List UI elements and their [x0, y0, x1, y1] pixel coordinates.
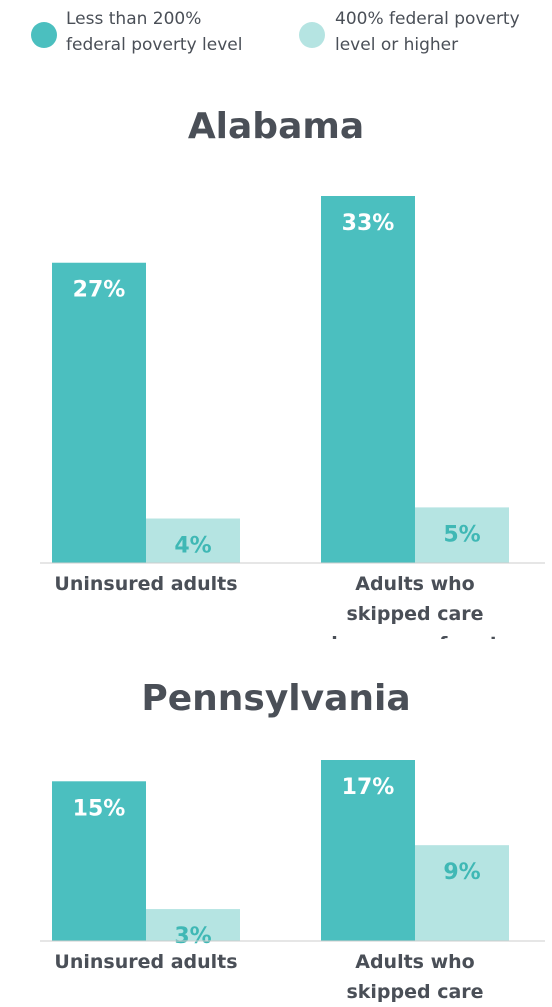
bar: [146, 909, 240, 941]
bar: [321, 760, 415, 941]
legend-label: 400% federal poverty level or higher: [335, 9, 520, 55]
chart-title: Pennsylvania: [141, 678, 410, 719]
data-label: 4%: [174, 534, 211, 559]
x-tick-label: Adults who skipped care because of cost: [346, 951, 484, 1003]
legend-label: Less than 200% federal poverty level: [66, 9, 243, 55]
data-label: 5%: [443, 522, 480, 547]
x-tick-label: Uninsured adults: [54, 951, 238, 973]
data-label: 33%: [342, 211, 395, 236]
data-label: 17%: [342, 775, 395, 800]
bar: [415, 845, 509, 941]
bar: [52, 781, 146, 941]
data-label: 9%: [443, 860, 480, 885]
legend-swatch: [299, 22, 325, 48]
bar: [52, 262, 146, 563]
chart-title: Alabama: [188, 106, 364, 147]
legend-entry: 400% federal poverty level or higher: [335, 9, 520, 55]
data-label: 27%: [73, 278, 126, 303]
x-tick-label: Adults who skipped care because of cost: [331, 573, 499, 639]
bar: [146, 518, 240, 563]
data-label: 15%: [73, 796, 126, 821]
bar: [321, 196, 415, 563]
data-label: 3%: [174, 924, 211, 949]
category-label: Adults who skipped care because of cost: [331, 573, 499, 639]
x-tick-label: Uninsured adults: [54, 573, 238, 595]
category-label: Uninsured adults: [54, 951, 238, 973]
bar: [415, 507, 509, 563]
legend-swatch: [31, 22, 57, 48]
category-label: Uninsured adults: [54, 573, 238, 595]
category-label: Adults who skipped care because of cost: [346, 951, 484, 1003]
legend-entry: Less than 200% federal poverty level: [66, 9, 243, 55]
